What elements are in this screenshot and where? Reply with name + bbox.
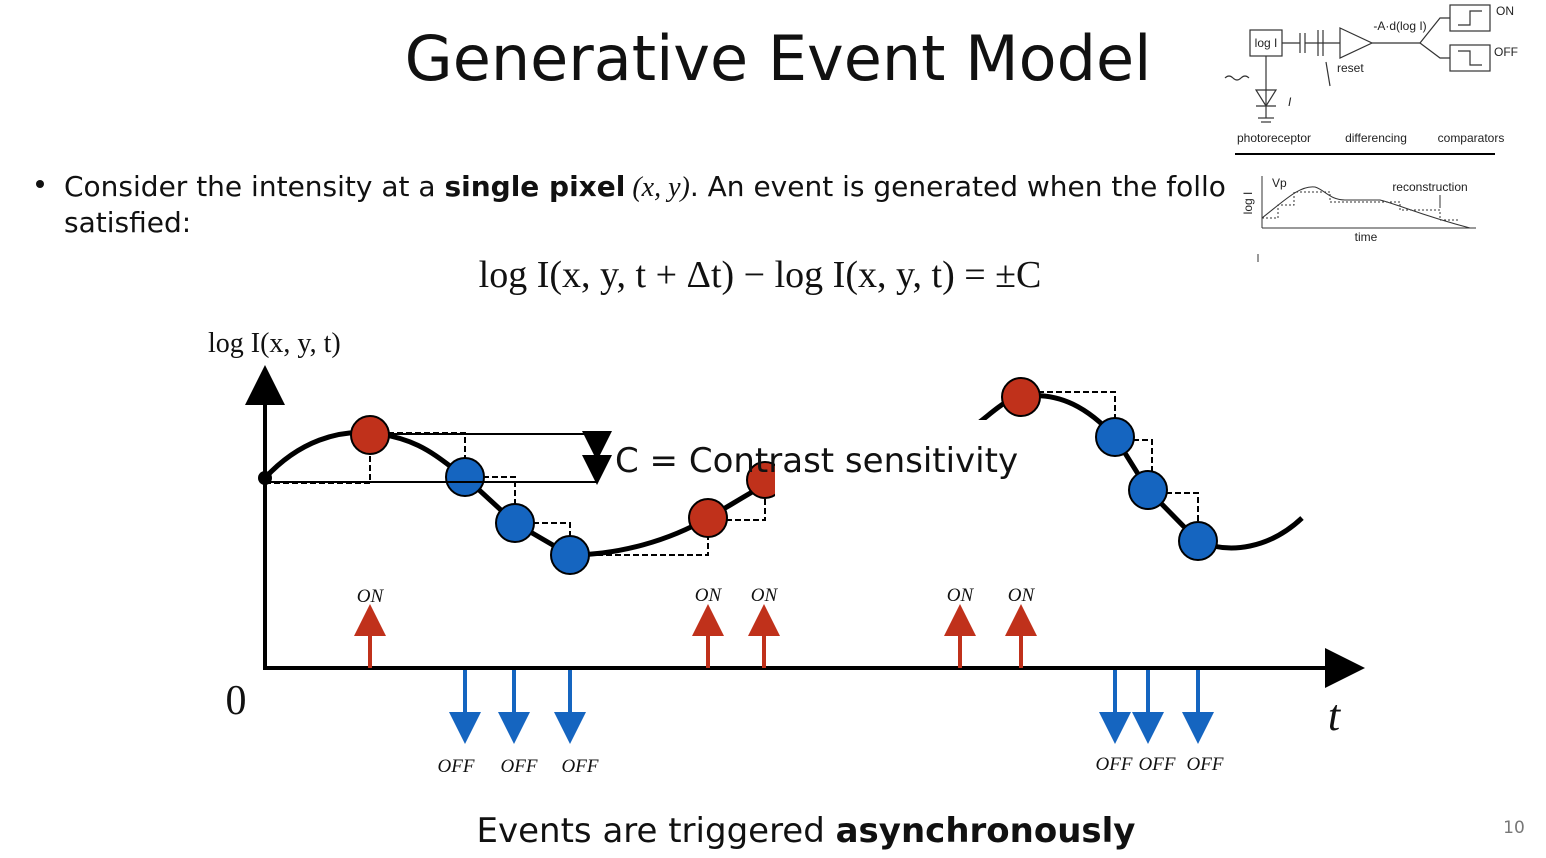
on-label: ON <box>1496 4 1514 18</box>
inset-x-label: time <box>1355 230 1378 244</box>
caption-text: Events are triggered <box>477 811 836 851</box>
bullet-text: Consider the intensity at a <box>64 170 444 203</box>
y-axis-label: log I(x, y, t) <box>208 328 341 359</box>
off-label: OFF <box>501 756 538 777</box>
vp-label: Vp <box>1272 176 1287 190</box>
title: Generative Event Model <box>405 22 1152 95</box>
off-label: OFF <box>1139 754 1176 775</box>
off-label: OFF <box>1187 754 1224 775</box>
bullet-line1: Consider the intensity at a single pixel… <box>64 170 1274 203</box>
event-points <box>350 377 1218 575</box>
inset-plot <box>1257 176 1476 262</box>
caption: Events are triggered asynchronously <box>477 811 1136 851</box>
off-label: OFF <box>438 756 475 777</box>
caption-bold: asynchronously <box>836 811 1136 851</box>
x-axis-label: t <box>1328 691 1342 740</box>
off-label: OFF <box>1494 45 1518 59</box>
reconstruction-label: reconstruction <box>1392 180 1467 194</box>
off-label: OFF <box>1096 754 1133 775</box>
bullet-line2: satisfied: <box>64 206 191 239</box>
bullet-math: (x, y) <box>625 172 690 203</box>
bullet-text: . An event is generated when the followi… <box>690 170 1275 203</box>
page-number: 10 <box>1503 818 1525 838</box>
inset-plot-bg <box>1225 165 1546 275</box>
on-label: ON <box>357 586 385 607</box>
inset-y-label: log I <box>1241 192 1255 215</box>
photoreceptor-label: photoreceptor <box>1237 131 1311 145</box>
off-label: OFF <box>562 756 599 777</box>
label-backdrop <box>775 420 1015 500</box>
on-label: ON <box>947 585 975 606</box>
events: ON ON ON ON ON OFF OFF OFF OFF OFF OFF <box>354 585 1224 777</box>
on-label: ON <box>751 585 779 606</box>
log-box: log I <box>1255 36 1278 50</box>
contrast-label: C = Contrast sensitivity <box>615 441 1018 481</box>
differencing-label: differencing <box>1345 131 1407 145</box>
comparators-label: comparators <box>1438 131 1505 145</box>
on-label: ON <box>1008 585 1036 606</box>
circuit-inset <box>1224 4 1495 155</box>
on-label: ON <box>695 585 723 606</box>
equation: log I(x, y, t + Δt) − log I(x, y, t) = ±… <box>479 254 1042 296</box>
bullet-dot <box>36 180 44 188</box>
bullet-bold: single pixel <box>444 170 625 203</box>
reset-label: reset <box>1337 61 1364 75</box>
amp-label: -A·d(log I) <box>1373 19 1426 33</box>
current-label: I <box>1288 95 1292 109</box>
origin-label: 0 <box>226 678 247 724</box>
